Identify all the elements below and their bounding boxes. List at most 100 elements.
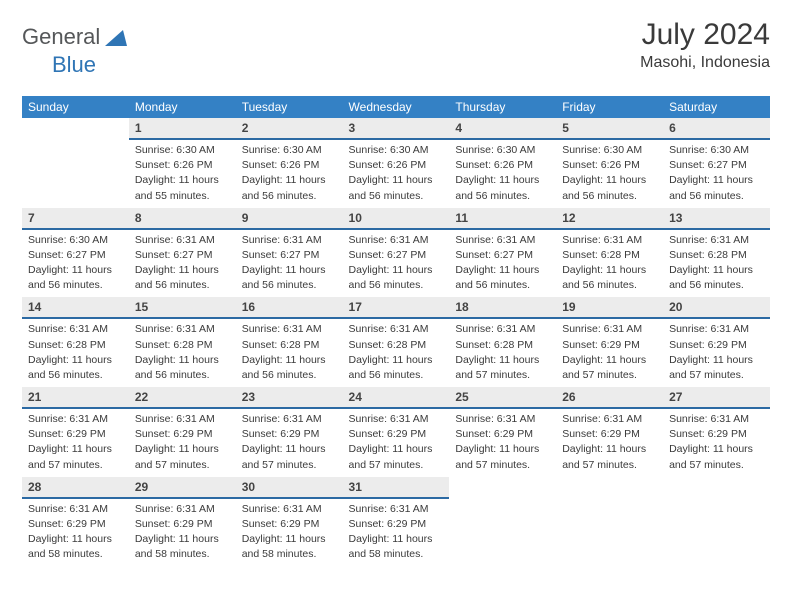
day-daylight1: Daylight: 11 hours bbox=[349, 532, 444, 546]
calendar-cell: 5Sunrise: 6:30 AMSunset: 6:26 PMDaylight… bbox=[556, 118, 663, 208]
day-sunset: Sunset: 6:28 PM bbox=[242, 338, 337, 352]
day-details: Sunrise: 6:31 AMSunset: 6:27 PMDaylight:… bbox=[129, 230, 236, 298]
day-sunset: Sunset: 6:26 PM bbox=[349, 158, 444, 172]
day-sunrise: Sunrise: 6:31 AM bbox=[242, 502, 337, 516]
calendar-body: 1Sunrise: 6:30 AMSunset: 6:26 PMDaylight… bbox=[22, 118, 770, 566]
day-daylight2: and 56 minutes. bbox=[242, 278, 337, 292]
day-sunrise: Sunrise: 6:31 AM bbox=[242, 412, 337, 426]
day-details: Sunrise: 6:31 AMSunset: 6:27 PMDaylight:… bbox=[343, 230, 450, 298]
day-sunrise: Sunrise: 6:31 AM bbox=[562, 322, 657, 336]
day-details: Sunrise: 6:30 AMSunset: 6:26 PMDaylight:… bbox=[343, 140, 450, 208]
calendar-cell: 29Sunrise: 6:31 AMSunset: 6:29 PMDayligh… bbox=[129, 477, 236, 567]
day-sunset: Sunset: 6:29 PM bbox=[28, 517, 123, 531]
day-daylight2: and 57 minutes. bbox=[242, 458, 337, 472]
day-daylight1: Daylight: 11 hours bbox=[562, 353, 657, 367]
day-number: 11 bbox=[449, 208, 556, 230]
calendar-table: Sunday Monday Tuesday Wednesday Thursday… bbox=[22, 96, 770, 566]
day-sunset: Sunset: 6:29 PM bbox=[349, 427, 444, 441]
day-number: 25 bbox=[449, 387, 556, 409]
day-daylight2: and 56 minutes. bbox=[455, 189, 550, 203]
day-daylight1: Daylight: 11 hours bbox=[242, 353, 337, 367]
calendar-cell: 10Sunrise: 6:31 AMSunset: 6:27 PMDayligh… bbox=[343, 208, 450, 298]
day-details: Sunrise: 6:31 AMSunset: 6:29 PMDaylight:… bbox=[343, 499, 450, 567]
day-sunrise: Sunrise: 6:31 AM bbox=[135, 233, 230, 247]
day-number: 26 bbox=[556, 387, 663, 409]
day-details: Sunrise: 6:31 AMSunset: 6:29 PMDaylight:… bbox=[556, 409, 663, 477]
day-daylight1: Daylight: 11 hours bbox=[349, 353, 444, 367]
weekday-header: Saturday bbox=[663, 96, 770, 118]
day-daylight1: Daylight: 11 hours bbox=[28, 353, 123, 367]
day-daylight2: and 55 minutes. bbox=[135, 189, 230, 203]
day-sunrise: Sunrise: 6:31 AM bbox=[349, 233, 444, 247]
day-number: 29 bbox=[129, 477, 236, 499]
day-sunrise: Sunrise: 6:31 AM bbox=[28, 322, 123, 336]
day-sunrise: Sunrise: 6:31 AM bbox=[349, 502, 444, 516]
day-daylight1: Daylight: 11 hours bbox=[28, 442, 123, 456]
day-details: Sunrise: 6:31 AMSunset: 6:29 PMDaylight:… bbox=[22, 499, 129, 567]
logo-triangle-icon bbox=[105, 30, 127, 46]
page-subtitle: Masohi, Indonesia bbox=[640, 54, 770, 72]
day-daylight1: Daylight: 11 hours bbox=[562, 263, 657, 277]
calendar-cell bbox=[663, 477, 770, 567]
day-number: 2 bbox=[236, 118, 343, 140]
day-sunset: Sunset: 6:29 PM bbox=[349, 517, 444, 531]
day-details: Sunrise: 6:30 AMSunset: 6:27 PMDaylight:… bbox=[22, 230, 129, 298]
day-daylight2: and 56 minutes. bbox=[562, 189, 657, 203]
calendar-cell: 24Sunrise: 6:31 AMSunset: 6:29 PMDayligh… bbox=[343, 387, 450, 477]
calendar-cell: 7Sunrise: 6:30 AMSunset: 6:27 PMDaylight… bbox=[22, 208, 129, 298]
day-daylight1: Daylight: 11 hours bbox=[669, 442, 764, 456]
day-sunset: Sunset: 6:27 PM bbox=[455, 248, 550, 262]
day-sunrise: Sunrise: 6:31 AM bbox=[562, 233, 657, 247]
calendar-cell: 3Sunrise: 6:30 AMSunset: 6:26 PMDaylight… bbox=[343, 118, 450, 208]
day-daylight1: Daylight: 11 hours bbox=[562, 173, 657, 187]
day-details: Sunrise: 6:31 AM Sunset: 6:28 PMDaylight:… bbox=[22, 319, 129, 387]
calendar-cell bbox=[22, 118, 129, 208]
day-number: 8 bbox=[129, 208, 236, 230]
day-number-empty bbox=[449, 477, 556, 497]
day-details: Sunrise: 6:30 AMSunset: 6:26 PMDaylight:… bbox=[449, 140, 556, 208]
day-number: 3 bbox=[343, 118, 450, 140]
day-sunset: Sunset: 6:27 PM bbox=[349, 248, 444, 262]
calendar-cell: 25Sunrise: 6:31 AMSunset: 6:29 PMDayligh… bbox=[449, 387, 556, 477]
day-daylight2: and 56 minutes. bbox=[242, 189, 337, 203]
day-number: 24 bbox=[343, 387, 450, 409]
day-sunset: Sunset: 6:29 PM bbox=[242, 517, 337, 531]
day-details: Sunrise: 6:31 AMSunset: 6:27 PMDaylight:… bbox=[449, 230, 556, 298]
day-daylight1: Daylight: 11 hours bbox=[349, 173, 444, 187]
calendar-cell: 15Sunrise: 6:31 AMSunset: 6:28 PMDayligh… bbox=[129, 297, 236, 387]
day-number: 1 bbox=[129, 118, 236, 140]
day-details: Sunrise: 6:30 AMSunset: 6:26 PMDaylight:… bbox=[236, 140, 343, 208]
day-daylight2: and 57 minutes. bbox=[669, 458, 764, 472]
day-sunset: Sunset: 6:26 PM bbox=[242, 158, 337, 172]
day-daylight2: and 56 minutes. bbox=[669, 189, 764, 203]
day-daylight1: Daylight: 11 hours bbox=[135, 353, 230, 367]
title-block: July 2024 Masohi, Indonesia bbox=[640, 18, 770, 72]
day-daylight2: and 56 minutes. bbox=[349, 189, 444, 203]
day-sunset: Sunset: 6:29 PM bbox=[669, 338, 764, 352]
calendar-cell: 30Sunrise: 6:31 AMSunset: 6:29 PMDayligh… bbox=[236, 477, 343, 567]
day-daylight1: Daylight: 11 hours bbox=[669, 263, 764, 277]
day-daylight2: and 58 minutes. bbox=[135, 547, 230, 561]
day-daylight1: Daylight: 11 hours bbox=[242, 263, 337, 277]
day-daylight1: Daylight: 11 hours bbox=[455, 263, 550, 277]
calendar-cell: 20Sunrise: 6:31 AMSunset: 6:29 PMDayligh… bbox=[663, 297, 770, 387]
calendar-cell: 8Sunrise: 6:31 AMSunset: 6:27 PMDaylight… bbox=[129, 208, 236, 298]
calendar-cell: 12Sunrise: 6:31 AMSunset: 6:28 PMDayligh… bbox=[556, 208, 663, 298]
day-daylight2: and 56 minutes. bbox=[455, 278, 550, 292]
day-sunrise: Sunrise: 6:31 AM bbox=[349, 322, 444, 336]
day-sunrise: Sunrise: 6:31 AM bbox=[562, 412, 657, 426]
day-sunrise: Sunrise: 6:31 AM bbox=[455, 322, 550, 336]
day-daylight1: Daylight: 11 hours bbox=[669, 353, 764, 367]
day-daylight2: and 56 minutes. bbox=[28, 278, 123, 292]
day-details: Sunrise: 6:30 AMSunset: 6:26 PMDaylight:… bbox=[129, 140, 236, 208]
day-daylight2: and 57 minutes. bbox=[562, 458, 657, 472]
day-number: 17 bbox=[343, 297, 450, 319]
day-daylight2: and 57 minutes. bbox=[455, 458, 550, 472]
day-sunrise: Sunrise: 6:31 AM bbox=[349, 412, 444, 426]
calendar-cell: 14Sunrise: 6:31 AMSunset: 6:28 PMDayligh… bbox=[22, 297, 129, 387]
day-sunset: Sunset: 6:27 PM bbox=[28, 248, 123, 262]
calendar-week-row: 21Sunrise: 6:31 AMSunset: 6:29 PMDayligh… bbox=[22, 387, 770, 477]
day-sunset: Sunset: 6:28 PM bbox=[28, 338, 123, 352]
day-daylight2: and 56 minutes. bbox=[28, 368, 123, 382]
day-sunrise: Sunrise: 6:31 AM bbox=[669, 412, 764, 426]
